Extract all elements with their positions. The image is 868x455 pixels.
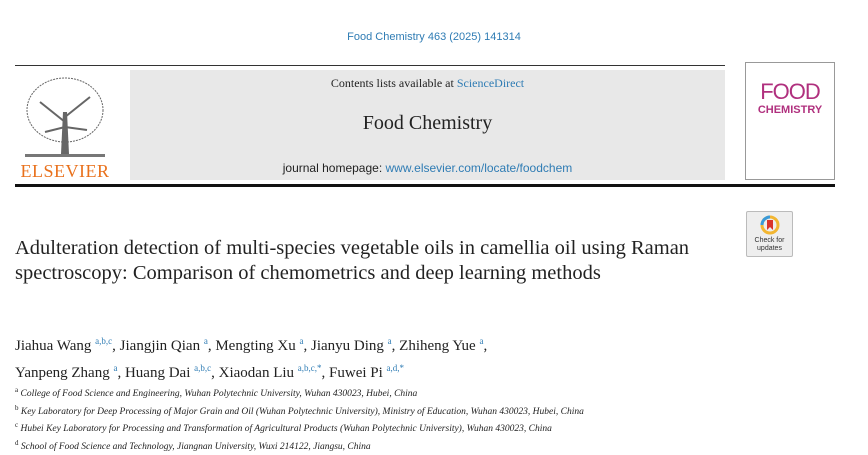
author-affiliation-marker[interactable]: a <box>299 336 304 346</box>
author[interactable]: Xiaodan Liu <box>218 365 295 381</box>
affiliation-text: School of Food Science and Technology, J… <box>20 442 371 453</box>
bookmark-icon <box>760 215 779 235</box>
journal-cover[interactable]: FOOD CHEMISTRY <box>745 62 835 180</box>
author[interactable]: Jianyu Ding <box>311 338 384 354</box>
tree-icon <box>25 77 105 157</box>
author-affiliation-marker[interactable]: a,b,c,* <box>297 363 322 373</box>
author-affiliation-marker[interactable]: a <box>113 363 118 373</box>
journal-citation[interactable]: Food Chemistry 463 (2025) 141314 <box>347 31 521 43</box>
journal-name: Food Chemistry <box>362 112 493 134</box>
author-affiliation-marker[interactable]: a,b,c <box>194 363 212 373</box>
homepage-label: journal homepage: <box>282 161 386 175</box>
contents-label: Contents lists available at <box>330 76 457 90</box>
divider <box>15 65 725 66</box>
affiliation-key: b <box>15 403 19 412</box>
author[interactable]: Jiahua Wang <box>15 338 92 354</box>
author[interactable]: Mengting Xu <box>215 338 296 354</box>
affiliation: a College of Food Science and Engineerin… <box>15 384 775 402</box>
author-affiliation-marker[interactable]: a <box>479 336 484 346</box>
author-affiliation-marker[interactable]: a <box>387 336 392 346</box>
affiliation: b Key Laboratory for Deep Processing of … <box>15 402 775 420</box>
cover-subtitle: CHEMISTRY <box>757 104 823 116</box>
divider <box>15 184 835 187</box>
elsevier-wordmark: ELSEVIER <box>20 161 110 181</box>
affiliation-key: a <box>15 386 19 394</box>
affiliation-text: Hubei Key Laboratory for Processing and … <box>20 424 552 435</box>
journal-header: Contents lists available at ScienceDirec… <box>130 70 725 180</box>
homepage-link[interactable]: www.elsevier.com/locate/foodchem <box>385 161 573 175</box>
check-for-updates-button[interactable]: Check for updates <box>746 211 793 257</box>
cover-title: FOOD <box>760 79 821 104</box>
author-affiliation-marker[interactable]: a,b,c <box>95 336 113 346</box>
affiliation-text: College of Food Science and Engineering,… <box>20 389 418 400</box>
author[interactable]: Huang Dai <box>124 365 191 381</box>
article-title: Adulteration detection of multi-species … <box>15 237 690 284</box>
badge-label: Check for updates <box>754 237 785 252</box>
author[interactable]: Zhiheng Yue <box>399 338 476 354</box>
author-affiliation-marker[interactable]: a,d,* <box>386 363 405 373</box>
affiliation: c Hubei Key Laboratory for Processing an… <box>15 419 775 437</box>
affiliation-key: d <box>15 438 19 447</box>
author-affiliation-marker[interactable]: a <box>203 336 208 346</box>
author[interactable]: Jiangjin Qian <box>119 338 201 354</box>
sciencedirect-link[interactable]: ScienceDirect <box>456 76 525 90</box>
author-list: Jiahua Wang a,b,c, Jiangjin Qian a, Meng… <box>15 336 488 381</box>
author[interactable]: Fuwei Pi <box>329 365 383 381</box>
affiliation-text: Key Laboratory for Deep Processing of Ma… <box>20 406 584 417</box>
elsevier-logo[interactable]: ELSEVIER <box>15 72 115 182</box>
affiliation-list: a College of Food Science and Engineerin… <box>15 384 775 455</box>
affiliation-key: c <box>15 421 19 430</box>
author[interactable]: Yanpeng Zhang <box>15 365 110 381</box>
affiliation: d School of Food Science and Technology,… <box>15 437 775 455</box>
